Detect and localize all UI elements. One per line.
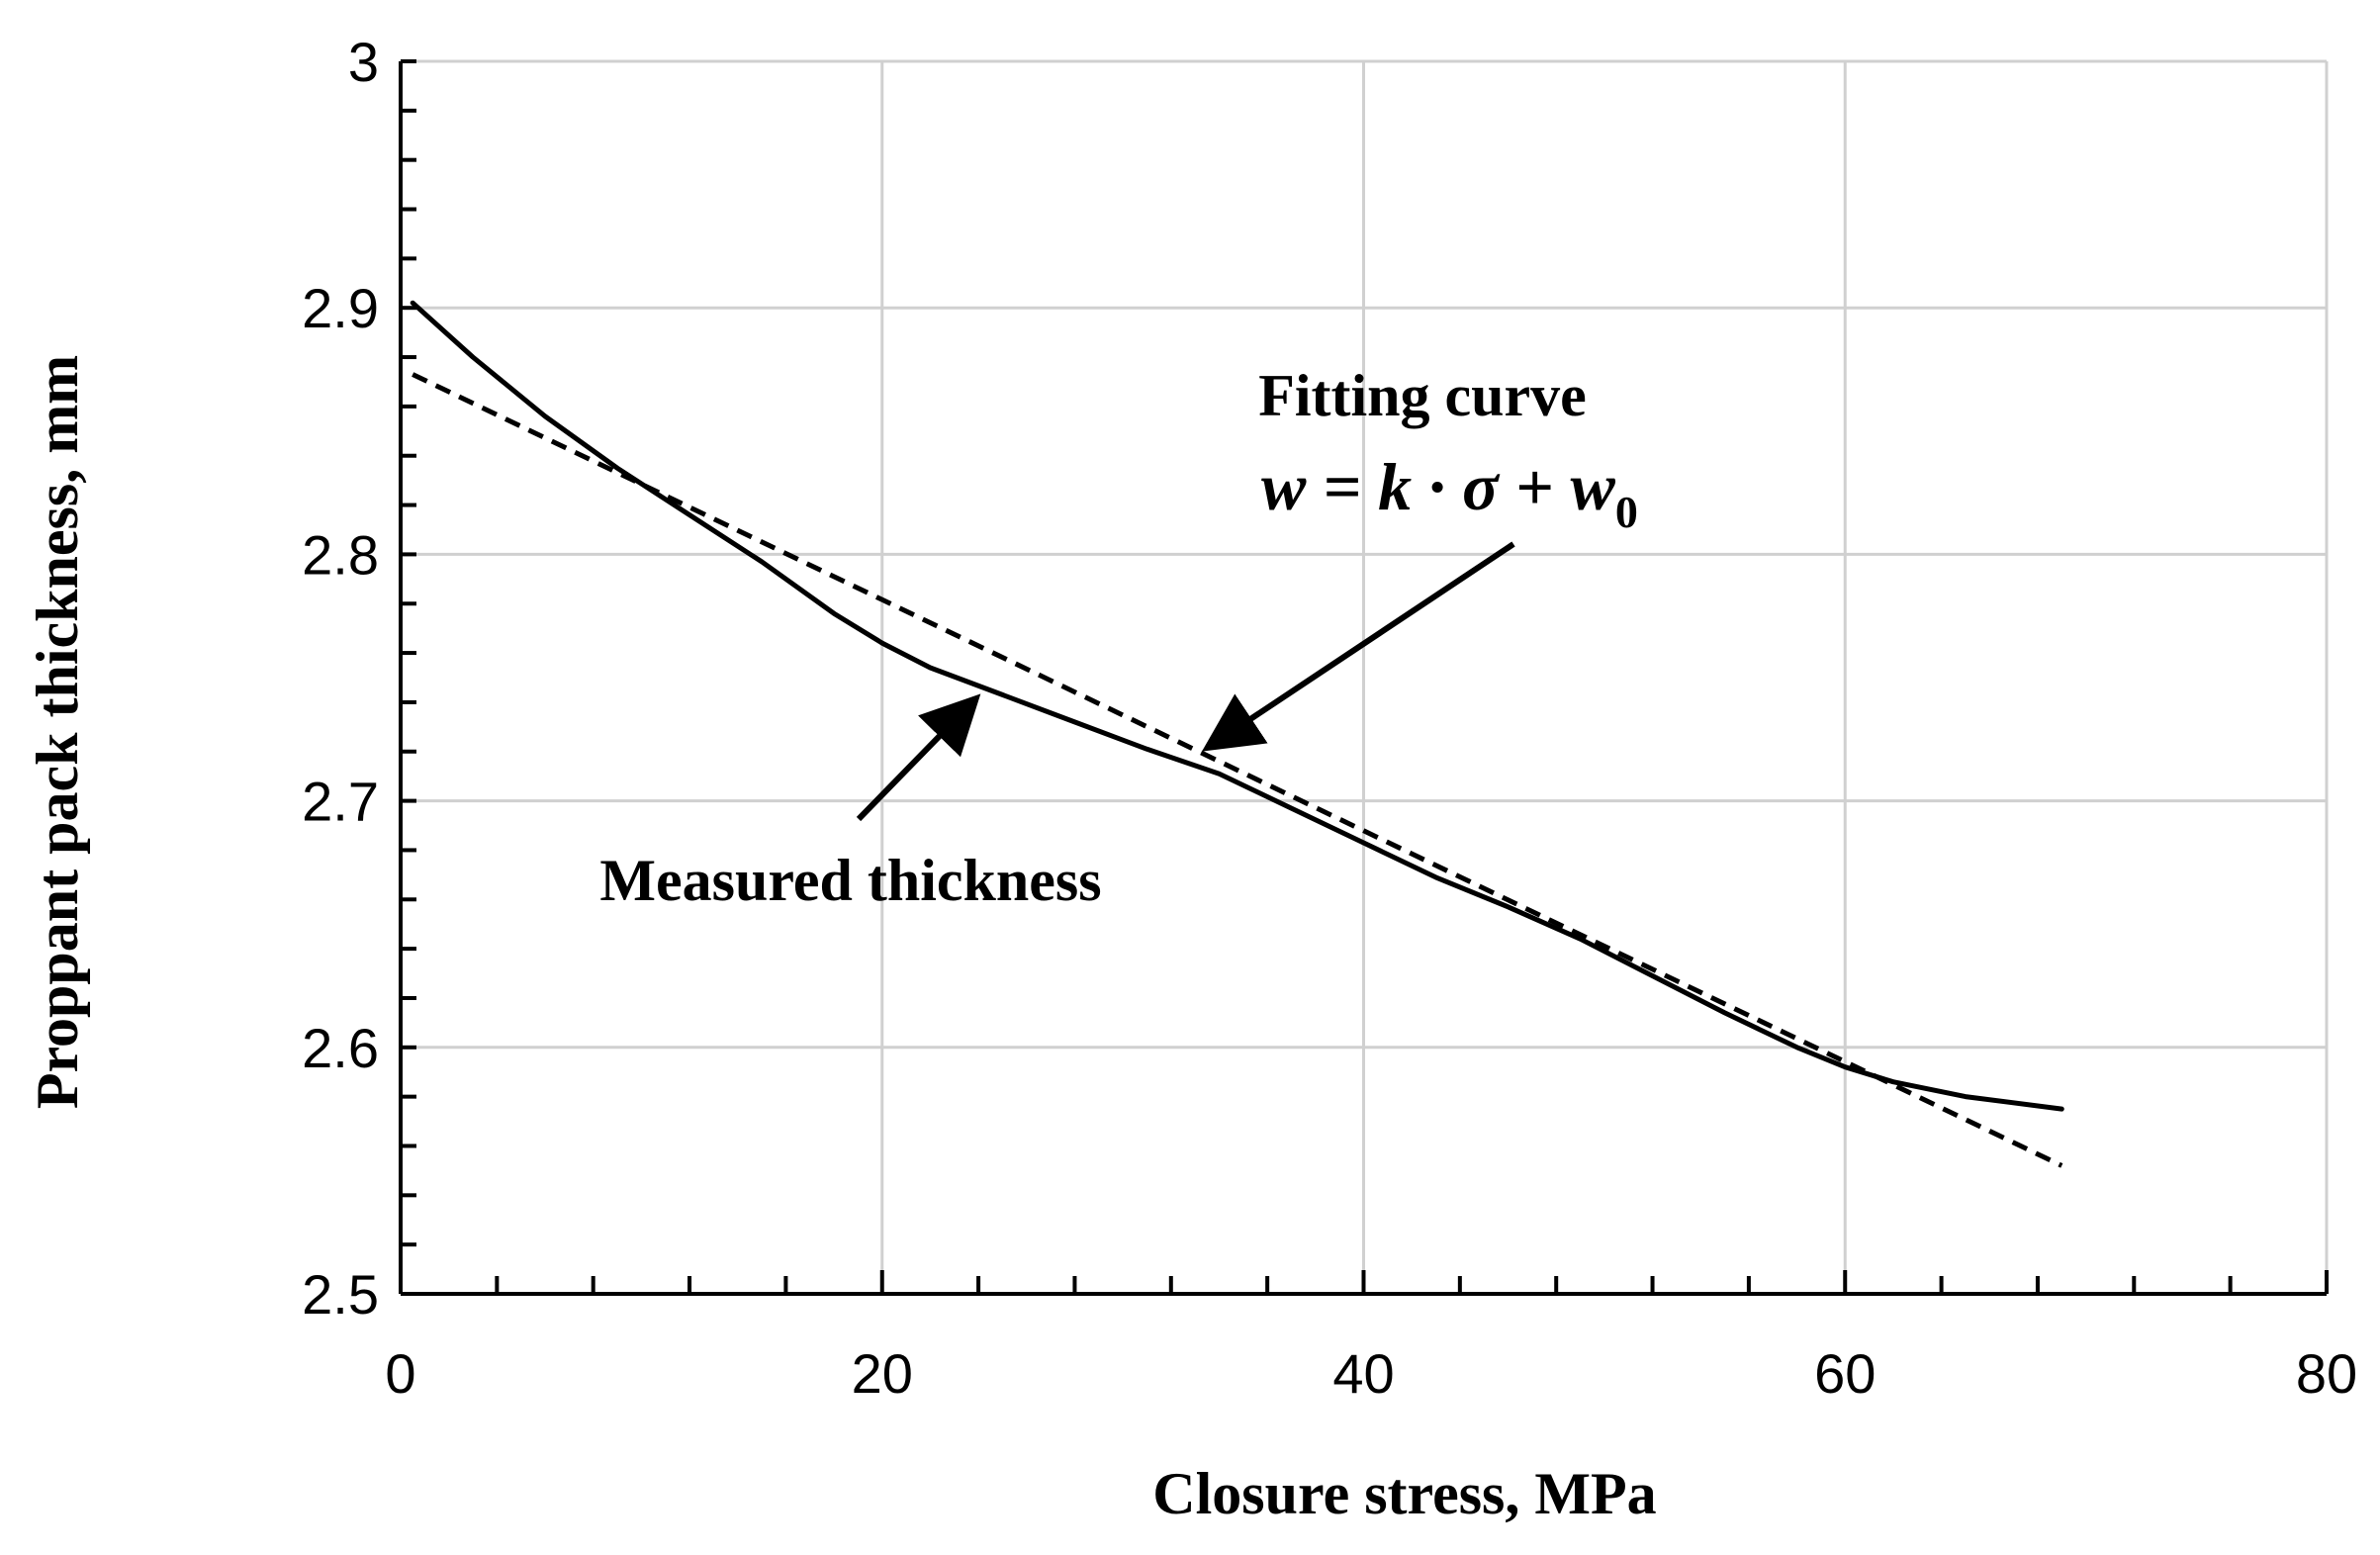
- tick-labels: 0 20 40 60 80 2.5 2.6 2.7 2.8 2.9 3: [302, 31, 2357, 1405]
- y-tick-label: 2.9: [302, 277, 379, 339]
- x-tick-label: 20: [852, 1342, 913, 1405]
- x-axis-title: Closure stress, MPa: [1152, 1461, 1656, 1526]
- fitting-equation-main: w = k · σ + w: [1261, 449, 1616, 524]
- y-tick-label: 2.7: [302, 771, 379, 833]
- y-tick-label: 2.5: [302, 1263, 379, 1326]
- y-tick-label: 2.8: [302, 523, 379, 586]
- y-tick-label: 2.6: [302, 1017, 379, 1079]
- x-tick-label: 0: [385, 1342, 415, 1405]
- x-tick-label: 40: [1332, 1342, 1394, 1405]
- measured-arrow: [856, 693, 981, 822]
- y-axis-title: Proppant pack thickness, mm: [25, 355, 90, 1109]
- axes: [399, 59, 2329, 1296]
- fitting-curve-line: [412, 372, 2063, 1168]
- grid: [401, 59, 2329, 1294]
- x-tick-label: 60: [1814, 1342, 1876, 1405]
- series: [410, 300, 2064, 1168]
- fitting-equation-subscript: 0: [1615, 487, 1638, 537]
- measured-thickness-label: Measured thickness: [599, 848, 1101, 913]
- fitting-curve-label: Fitting curve: [1258, 363, 1587, 428]
- y-tick-label: 3: [348, 31, 379, 93]
- x-tick-label: 80: [2296, 1342, 2357, 1405]
- measured-thickness-line: [410, 300, 2064, 1112]
- fitting-arrow: [1202, 541, 1515, 752]
- fitting-equation: w = k · σ + w0: [1261, 449, 1638, 537]
